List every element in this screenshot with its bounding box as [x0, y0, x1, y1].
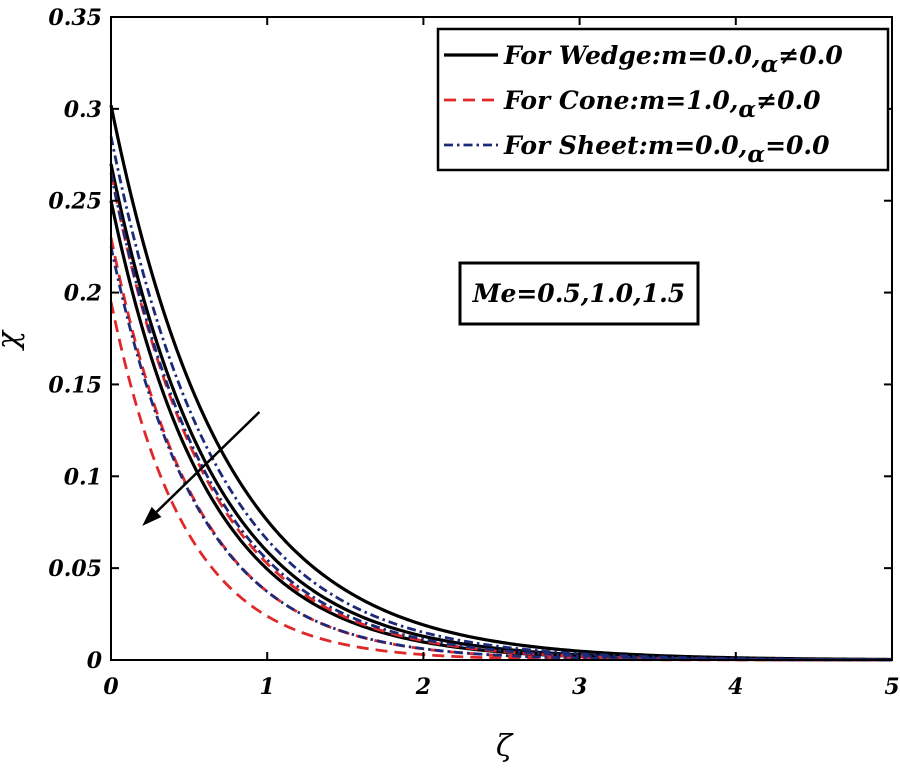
axis-ticks: 0 1 2 3 4 5 0 0.05 0.1 0.15 0.2 0.25 0.3 0.35 — [48, 5, 899, 700]
annotation-arrowhead — [142, 506, 162, 526]
annotation-arrow — [155, 411, 261, 513]
y-tick-label: 0.1 — [64, 464, 102, 490]
legend-label-sheet: For Sheet:m=0.0,α=0.0 — [503, 131, 830, 168]
series-line-sheet-3 — [109, 246, 892, 662]
plot-frame — [110, 16, 893, 661]
annotation-text: Me=0.5,1.0,1.5 — [472, 279, 685, 308]
series-lines — [109, 104, 893, 662]
x-tick-label: 4 — [728, 674, 743, 700]
y-tick-label: 0 — [87, 648, 103, 674]
x-tick-label: 1 — [260, 674, 275, 700]
x-axis-label: ζ — [496, 729, 514, 764]
x-tick-label: 3 — [572, 674, 587, 700]
legend-box — [436, 27, 890, 172]
legend: For Wedge:m=0.0,α≠0.0 For Cone:m=1.0,α≠0.… — [436, 27, 890, 172]
annotation: Me=0.5,1.0,1.5 — [142, 261, 700, 526]
y-tick-label: 0.3 — [64, 97, 102, 123]
y-tick-label: 0.15 — [48, 372, 102, 398]
x-tick-label: 5 — [884, 674, 899, 700]
y-tick-label: 0.05 — [48, 556, 102, 582]
x-tick-label: 2 — [415, 674, 431, 700]
y-tick-label: 0.25 — [48, 189, 102, 215]
series-line-sheet-1 — [109, 136, 893, 662]
legend-label-cone: For Cone:m=1.0,α≠0.0 — [503, 86, 821, 123]
legend-label-wedge: For Wedge:m=0.0,α≠0.0 — [503, 41, 843, 78]
series-line-cone-3 — [109, 301, 892, 662]
y-axis-label: χ — [0, 329, 26, 351]
y-tick-label: 0.2 — [64, 281, 102, 307]
annotation-box — [458, 261, 700, 326]
y-tick-label: 0.35 — [48, 5, 102, 31]
series-line-wedge-1 — [109, 104, 893, 662]
x-tick-label: 0 — [103, 674, 119, 700]
